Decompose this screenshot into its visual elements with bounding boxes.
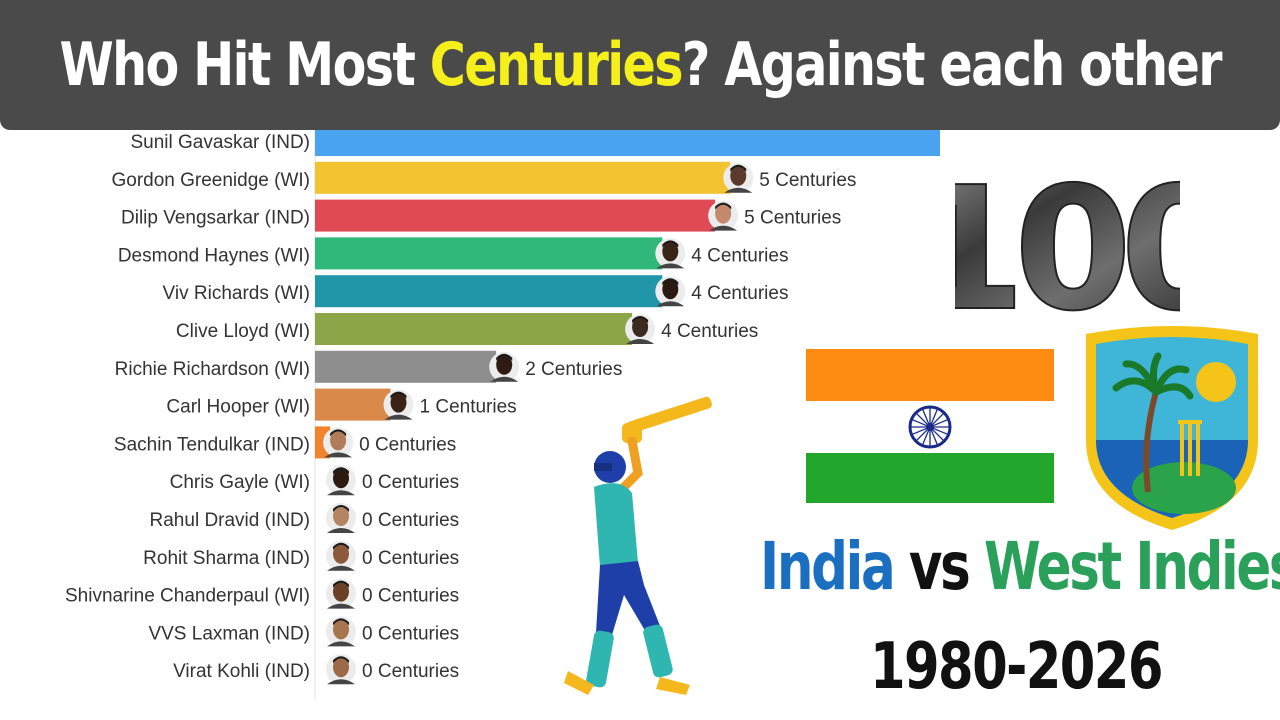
value-label: 0 Centuries xyxy=(362,661,459,682)
value-label: 4 Centuries xyxy=(691,283,788,304)
team-west-indies: West Indies xyxy=(984,528,1280,605)
category-label: Shivnarine Chanderpaul (WI) xyxy=(65,586,310,607)
player-face-icon xyxy=(625,314,656,344)
india-flag-icon xyxy=(806,349,1054,503)
category-label: Clive Lloyd (WI) xyxy=(176,321,310,342)
value-label: 5 Centuries xyxy=(759,170,856,191)
bar xyxy=(315,388,391,421)
player-face-icon xyxy=(655,276,686,307)
player-face-icon xyxy=(326,503,356,533)
player-face-icon xyxy=(326,540,356,571)
category-label: Rahul Dravid (IND) xyxy=(150,510,310,531)
value-label: 1 Centuries xyxy=(420,397,517,418)
category-label: VVS Laxman (IND) xyxy=(148,623,310,644)
vs-text: vs xyxy=(908,528,971,605)
category-label: Chris Gayle (WI) xyxy=(170,472,310,493)
player-face-icon xyxy=(323,427,354,458)
bar xyxy=(315,237,663,270)
category-label: Carl Hooper (WI) xyxy=(166,397,310,418)
value-label: 0 Centuries xyxy=(362,472,459,493)
value-label: 4 Centuries xyxy=(661,321,758,342)
title-highlight: Centuries xyxy=(429,30,684,100)
value-label: 0 Centuries xyxy=(362,510,459,531)
bar xyxy=(315,275,663,308)
title-part-1: Who Hit Most xyxy=(59,30,430,100)
player-face-icon xyxy=(383,389,414,420)
bar xyxy=(315,350,497,383)
matchup-title: India vs West Indies xyxy=(760,528,1280,605)
bar-chart: Sunil Gavaskar (IND)9 CenturiesGordon Gr… xyxy=(65,130,940,700)
team-india: India xyxy=(760,528,896,605)
value-label: 2 Centuries xyxy=(525,359,622,380)
player-face-icon xyxy=(326,654,356,685)
value-label: 0 Centuries xyxy=(362,548,459,569)
big-100-text: 100 xyxy=(955,160,1180,320)
category-label: Rohit Sharma (IND) xyxy=(143,548,310,569)
value-label: 0 Centuries xyxy=(362,623,459,644)
category-label: Viv Richards (WI) xyxy=(163,283,310,304)
value-label: 5 Centuries xyxy=(744,208,841,229)
player-face-icon xyxy=(708,200,739,231)
player-face-icon xyxy=(326,578,356,609)
value-label: 0 Centuries xyxy=(359,434,456,455)
bar xyxy=(315,199,716,232)
category-label: Sunil Gavaskar (IND) xyxy=(131,132,311,153)
category-label: Virat Kohli (IND) xyxy=(173,661,310,682)
player-face-icon xyxy=(723,162,754,193)
player-face-icon xyxy=(655,238,686,269)
big-100-graphic: 100 xyxy=(955,160,1180,320)
bar xyxy=(315,130,940,156)
bar xyxy=(315,161,731,194)
title-part-2: ? Against each other xyxy=(681,30,1223,100)
title-banner: Who Hit Most Centuries? Against each oth… xyxy=(0,0,1280,130)
category-label: Gordon Greenidge (WI) xyxy=(111,170,310,191)
value-label: 0 Centuries xyxy=(362,586,459,607)
batsman-illustration-icon xyxy=(564,396,712,695)
bar xyxy=(315,313,633,345)
player-face-icon xyxy=(489,351,520,382)
value-label: 4 Centuries xyxy=(691,245,788,266)
ashoka-chakra-icon xyxy=(908,405,952,449)
category-label: Richie Richardson (WI) xyxy=(115,359,310,380)
title-text: Who Hit Most Centuries? Against each oth… xyxy=(59,30,1223,100)
player-face-icon xyxy=(326,465,356,496)
category-label: Dilip Vengsarkar (IND) xyxy=(121,208,310,229)
west-indies-crest-icon xyxy=(1086,326,1258,530)
player-face-icon xyxy=(326,616,356,647)
category-label: Desmond Haynes (WI) xyxy=(118,245,310,266)
category-label: Sachin Tendulkar (IND) xyxy=(114,434,310,455)
year-range: 1980-2026 xyxy=(870,630,1163,704)
